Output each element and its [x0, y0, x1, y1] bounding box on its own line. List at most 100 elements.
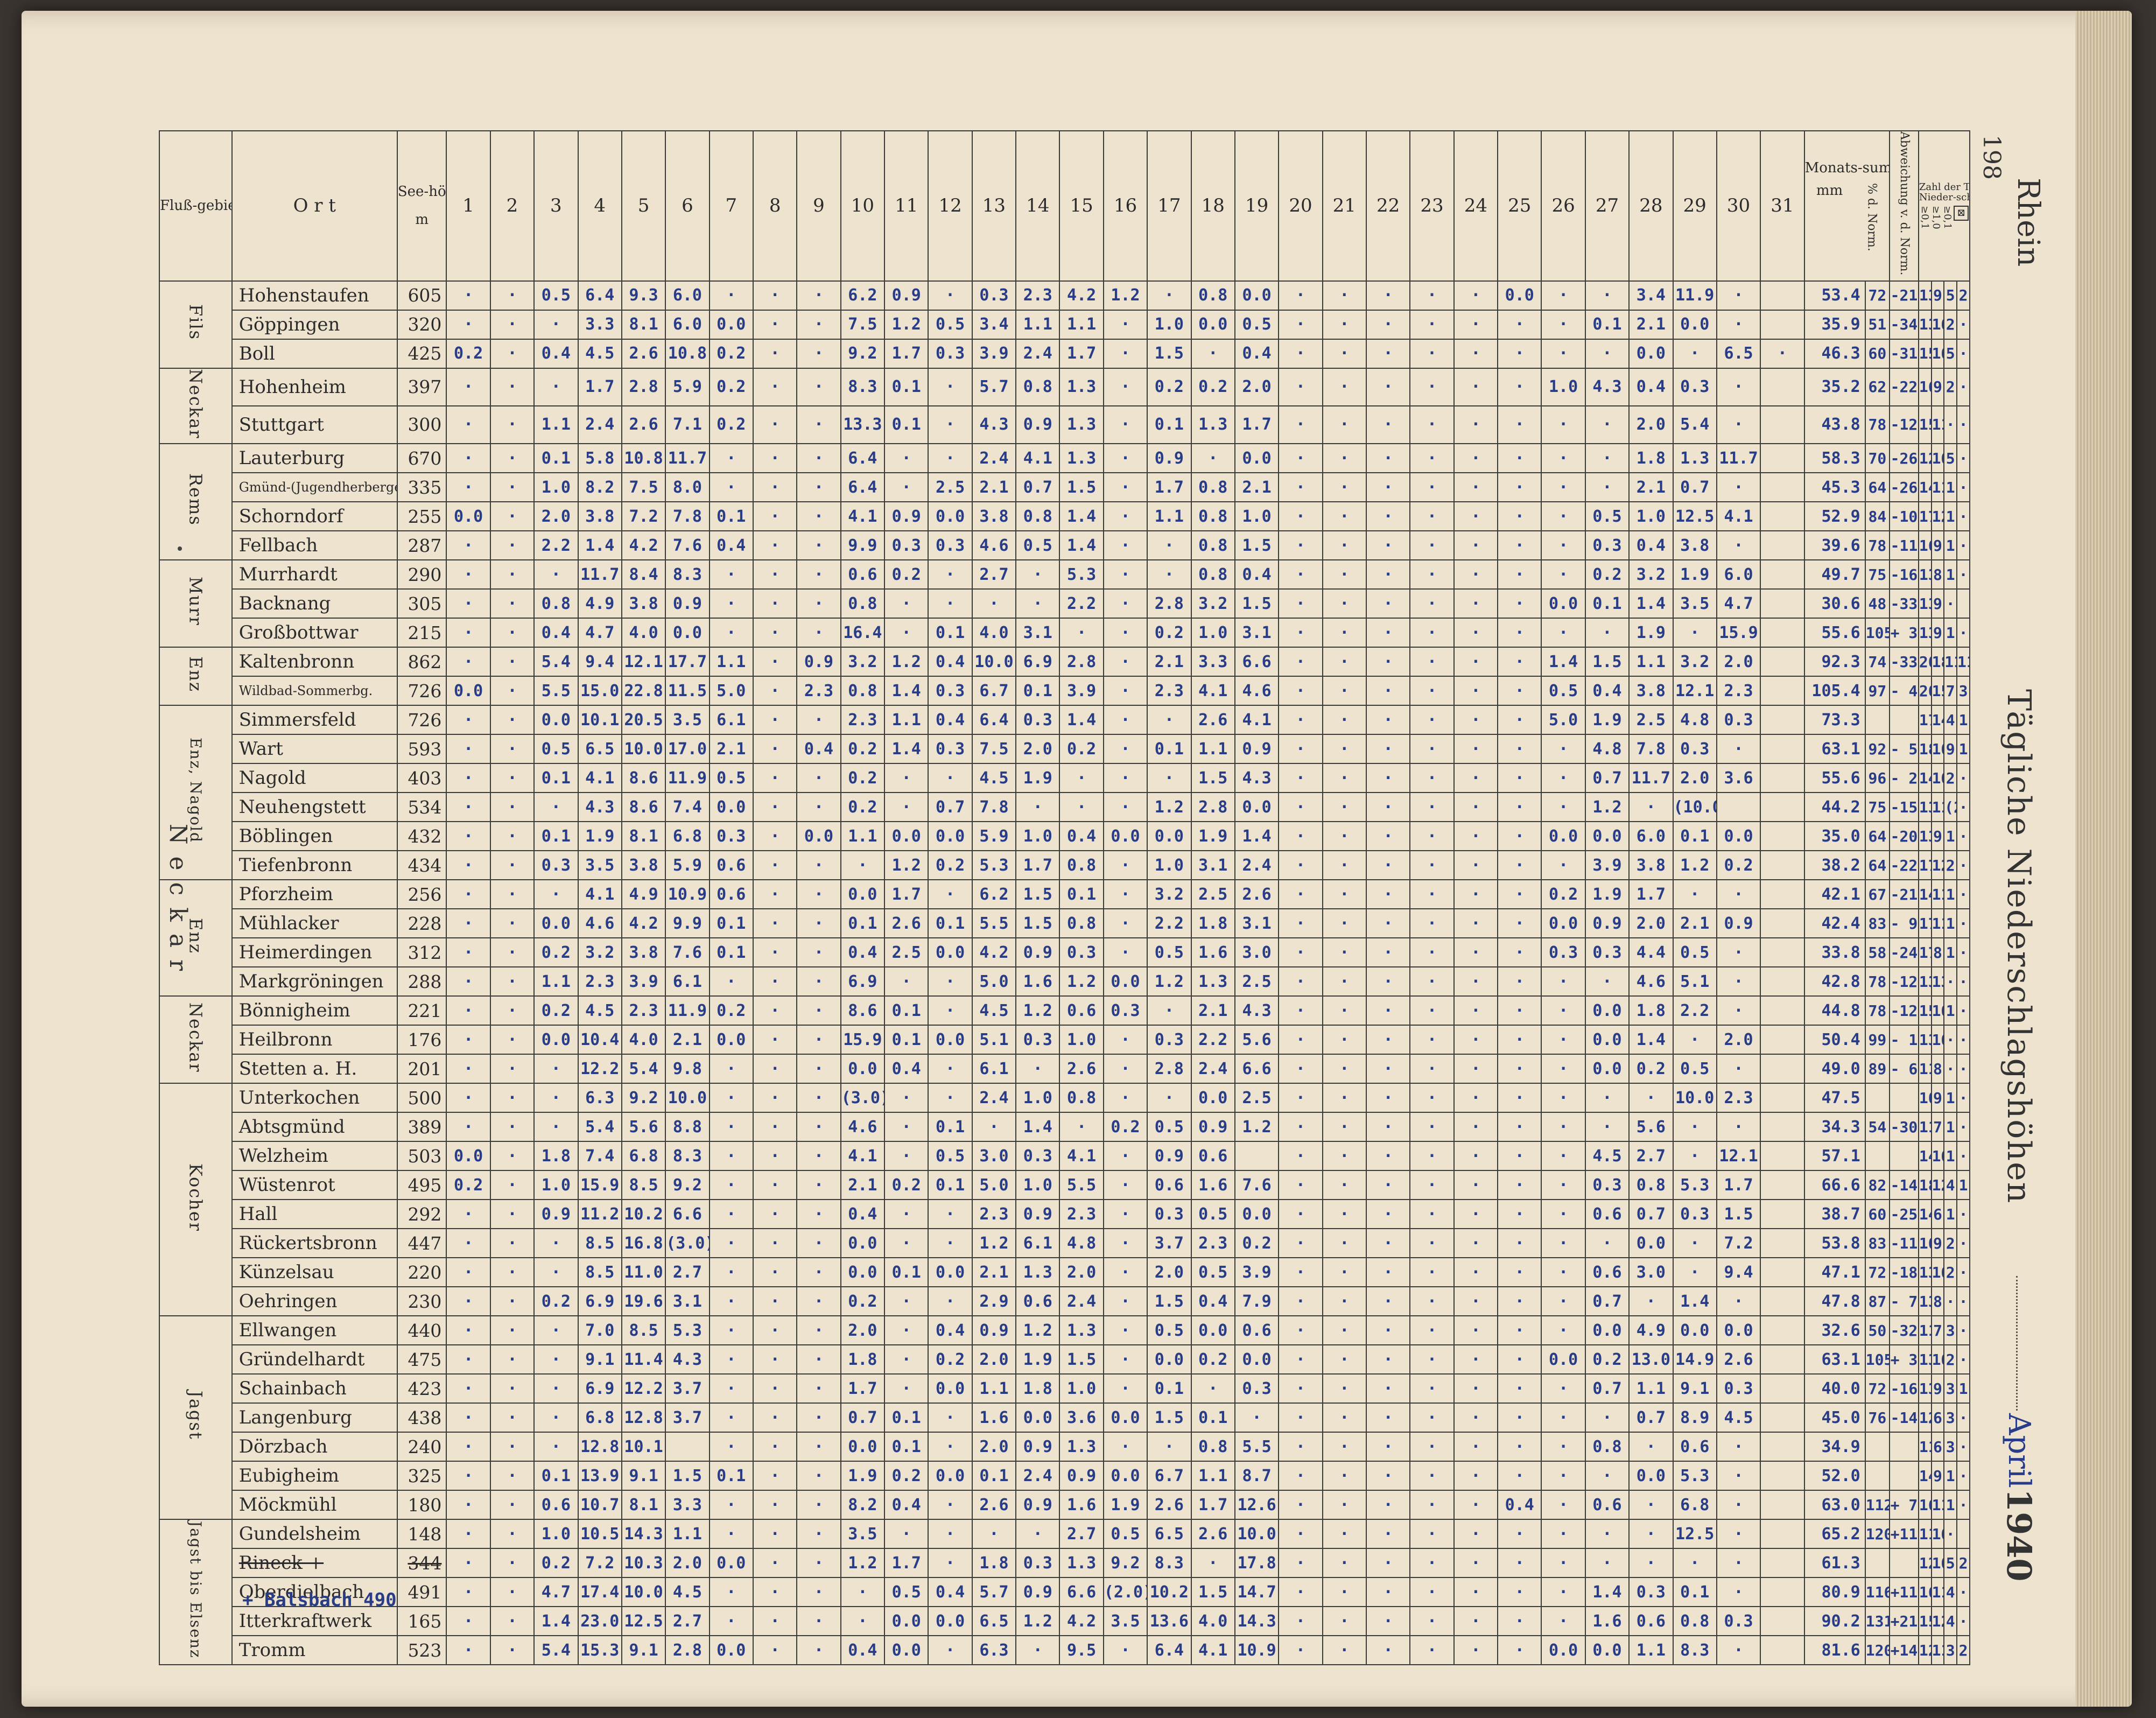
station-elevation: 491: [396, 1577, 447, 1608]
daily-value: 0.9: [665, 588, 710, 619]
daily-value: 1.4: [884, 676, 929, 706]
header-day: 31: [1760, 130, 1805, 282]
daily-value: 6.9: [840, 966, 886, 997]
subbasin-label: Fils: [185, 304, 206, 341]
daily-value: ·: [1716, 1054, 1761, 1084]
daily-value: ·: [489, 763, 535, 794]
daily-value: ·: [708, 280, 754, 311]
daily-value: 13.0: [1628, 1344, 1674, 1375]
daily-value: ·: [446, 647, 491, 677]
percent-of-normal: 48: [1864, 588, 1891, 619]
daily-value: 5.9: [665, 850, 710, 881]
percent-of-normal: 84: [1864, 501, 1891, 532]
deviation-from-normal: -31: [1889, 338, 1919, 369]
percent-of-normal: 105: [1864, 618, 1891, 648]
daily-value: ·: [1541, 1199, 1586, 1230]
daily-value: ·: [1453, 405, 1499, 445]
daily-value: 0.1: [1147, 1373, 1192, 1404]
daily-value: 0.6: [1628, 1606, 1674, 1637]
deviation-from-normal: [1889, 1432, 1919, 1462]
daily-value: [1760, 937, 1805, 968]
daily-value: ·: [1716, 1635, 1761, 1666]
daily-value: 2.1: [708, 734, 754, 765]
daily-value: 0.0: [1102, 1403, 1148, 1433]
deviation-from-normal: -26: [1889, 443, 1919, 474]
daily-value: ·: [1102, 937, 1148, 968]
monthly-sum: 42.8: [1803, 966, 1866, 997]
daily-value: 11.5: [665, 676, 710, 706]
daily-value: 20.5: [621, 705, 666, 735]
daily-value: ·: [1409, 1606, 1455, 1637]
station-name: Gmünd-(Jugendherberge): [231, 472, 398, 503]
daily-value: 11.7: [1716, 443, 1761, 474]
days-box: [1956, 1519, 1971, 1549]
days-snow: 1: [1943, 618, 1957, 648]
daily-value: 4.7: [577, 618, 622, 648]
daily-value: ·: [1322, 1112, 1367, 1142]
daily-value: 0.0: [928, 1025, 973, 1055]
daily-value: ·: [928, 995, 973, 1026]
daily-value: 5.4: [577, 1112, 622, 1142]
daily-value: 4.7: [1716, 588, 1761, 619]
daily-value: 0.3: [928, 676, 973, 706]
daily-value: ·: [1147, 763, 1192, 794]
days-ge-1-0: 9: [1930, 367, 1945, 406]
daily-value: 0.4: [1234, 559, 1280, 590]
daily-value: ·: [1278, 405, 1323, 445]
daily-value: ·: [1278, 309, 1323, 340]
daily-value: 7.5: [971, 734, 1017, 765]
daily-value: ·: [1541, 338, 1586, 369]
daily-value: 1.0: [1628, 501, 1674, 532]
daily-value: 0.1: [928, 1170, 973, 1201]
table-row: Wart 593 · · 0.5 6.5 10.0 17.0 2.1 · 0.4 0.2 1.4 0.3 7…: [159, 734, 1971, 765]
daily-value: ·: [1497, 908, 1542, 939]
days-box: ·: [1956, 821, 1971, 852]
percent-of-normal: 74: [1864, 647, 1891, 677]
page-number: 198: [1978, 135, 2005, 180]
daily-value: ·: [1453, 1112, 1499, 1142]
daily-value: 11.9: [665, 995, 710, 1026]
daily-value: 2.5: [1234, 966, 1280, 997]
daily-value: ·: [1102, 1635, 1148, 1666]
daily-value: ·: [1453, 1054, 1499, 1084]
daily-value: 2.5: [1234, 1083, 1280, 1113]
daily-value: 8.8: [665, 1112, 710, 1142]
daily-value: 8.5: [577, 1257, 622, 1288]
daily-value: 1.8: [840, 1344, 886, 1375]
daily-value: 1.9: [1015, 763, 1061, 794]
daily-value: ·: [1584, 472, 1630, 503]
daily-value: ·: [1453, 850, 1499, 881]
daily-value: ·: [1278, 821, 1323, 852]
deviation-from-normal: -32: [1889, 1315, 1919, 1346]
daily-value: 6.9: [577, 1286, 622, 1317]
daily-value: 0.3: [1716, 1606, 1761, 1637]
daily-value: ·: [1190, 338, 1235, 369]
daily-value: 1.4: [1628, 588, 1674, 619]
daily-value: 1.2: [1015, 1315, 1061, 1346]
daily-value: ·: [446, 1635, 491, 1666]
daily-value: 7.1: [665, 405, 710, 445]
daily-value: 0.7: [928, 792, 973, 823]
daily-value: 1.2: [1059, 966, 1104, 997]
daily-value: ·: [1409, 1170, 1455, 1201]
daily-value: ·: [1628, 1083, 1674, 1113]
station-elevation: 475: [396, 1344, 447, 1375]
subbasin-label: Murr: [185, 577, 206, 627]
daily-value: 1.3: [1059, 1315, 1104, 1346]
days-ge-1-0: 10: [1930, 1025, 1945, 1055]
daily-value: 3.0: [1628, 1257, 1674, 1288]
daily-value: ·: [1672, 1141, 1717, 1172]
daily-value: ·: [489, 530, 535, 561]
daily-value: 0.3: [1147, 1025, 1192, 1055]
daily-value: 1.2: [884, 850, 929, 881]
daily-value: ·: [1365, 1141, 1411, 1172]
daily-value: ·: [752, 1170, 798, 1201]
daily-value: 0.3: [1541, 937, 1586, 968]
station-name: Gundelsheim: [231, 1519, 398, 1549]
days-box: ·: [1956, 367, 1971, 406]
daily-value: 10.0: [621, 1577, 666, 1608]
daily-value: ·: [752, 1286, 798, 1317]
station-elevation: 389: [396, 1112, 447, 1142]
daily-value: ·: [796, 908, 841, 939]
monthly-sum: 80.9: [1803, 1577, 1866, 1608]
